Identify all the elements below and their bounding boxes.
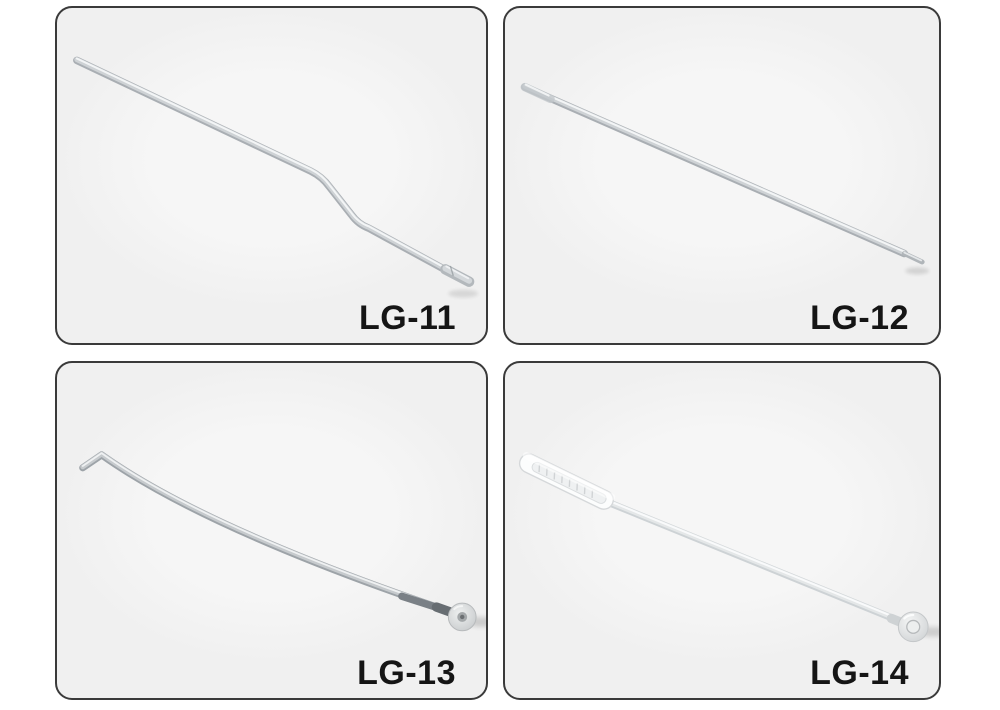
straight-rod-icon: [520, 82, 930, 275]
slotted-handle-eyelet-rod-icon: [518, 452, 939, 643]
product-card-lg-12: LG-12: [503, 6, 941, 345]
product-card-lg-14: LG-14: [503, 361, 941, 700]
product-code-label: LG-14: [810, 654, 909, 692]
hook-rod-roller-icon: [57, 363, 486, 632]
product-code-label: LG-12: [810, 299, 909, 337]
product-code-label: LG-13: [357, 654, 456, 692]
product-card-lg-13: LG-13: [55, 361, 488, 700]
product-card-lg-11: LG-11: [55, 6, 488, 345]
offset-bent-rod-icon: [57, 8, 479, 298]
product-code-label: LG-11: [359, 299, 456, 337]
